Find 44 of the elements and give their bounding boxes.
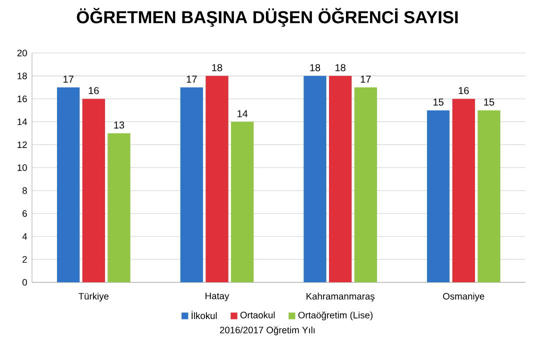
y-tick-label: 2 [22, 256, 27, 263]
bar [354, 87, 377, 282]
y-tick-label: 0 [22, 279, 27, 286]
data-label: 14 [238, 110, 248, 118]
data-label: 17 [64, 76, 74, 83]
text: 2016/2017 Öğretim Yılı [220, 325, 315, 336]
y-tick-label: 16 [18, 96, 27, 102]
x-tick-label: Türkiye [78, 292, 109, 302]
bar [206, 76, 228, 282]
data-label: 16 [458, 87, 469, 94]
data-label: 18 [336, 64, 346, 72]
data-label: 15 [434, 98, 444, 106]
data-label: 18 [310, 64, 320, 72]
x-tick-label: Hatay [206, 292, 230, 302]
bar [231, 122, 254, 282]
bar [452, 98, 475, 282]
y-tick-label: 20 [17, 50, 27, 56]
y-tick-label: 10 [18, 164, 27, 171]
legend-label: Ortaöğretim (Lise) [298, 311, 373, 320]
bar [478, 110, 500, 282]
y-tick-label: 6 [22, 210, 27, 217]
legend-label: İlkokul [192, 310, 217, 320]
bar [82, 98, 106, 282]
x-tick-label: Kahramanmaraş [306, 292, 374, 302]
data-label: 15 [484, 98, 494, 106]
bar [180, 87, 203, 282]
y-tick-label: 12 [18, 141, 27, 148]
data-label: 18 [212, 64, 222, 72]
bar [108, 133, 130, 282]
y-tick-label: 14 [18, 118, 28, 126]
data-label: 16 [88, 87, 99, 94]
y-tick-label: 18 [18, 72, 27, 80]
bar [57, 87, 80, 282]
bar [426, 110, 450, 282]
bar [304, 76, 326, 282]
chart-title: ÖĞRETMEN BAŞINA DÜŞEN ÖĞRENCİ SAYISI [76, 8, 458, 27]
legend-label: Ortaokul [240, 312, 275, 318]
y-tick-label: 4 [22, 233, 28, 240]
y-tick-label: 8 [22, 187, 27, 194]
bar [329, 76, 352, 282]
x-tick-label: Osmaniye [443, 292, 484, 302]
data-label: 17 [360, 76, 371, 83]
data-label: 13 [114, 121, 124, 129]
data-label: 17 [186, 76, 197, 83]
